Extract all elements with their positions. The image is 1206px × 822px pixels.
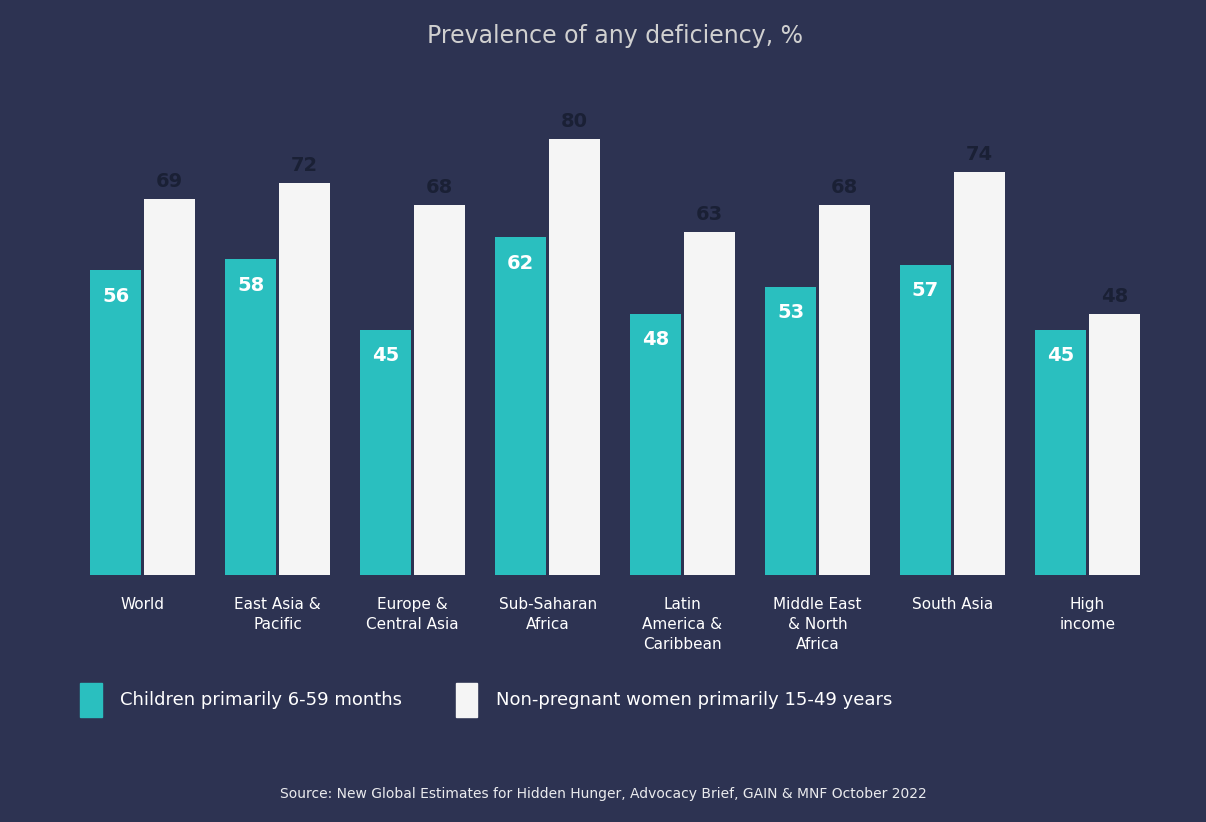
Text: 48: 48: [642, 330, 669, 349]
Legend: Children primarily 6-59 months, Non-pregnant women primarily 15-49 years: Children primarily 6-59 months, Non-preg…: [80, 683, 892, 717]
Bar: [900, 265, 952, 575]
Text: 69: 69: [156, 172, 183, 192]
Text: Source: New Global Estimates for Hidden Hunger, Advocacy Brief, GAIN & MNF Octob: Source: New Global Estimates for Hidden …: [280, 787, 926, 801]
Bar: [954, 172, 1005, 575]
Bar: [226, 259, 276, 575]
Text: 53: 53: [777, 302, 804, 322]
Text: 45: 45: [1047, 347, 1075, 366]
Bar: [549, 140, 601, 575]
Text: 45: 45: [371, 347, 399, 366]
Bar: [144, 200, 195, 575]
Text: 72: 72: [291, 156, 318, 175]
Bar: [414, 205, 466, 575]
Text: 68: 68: [831, 178, 859, 196]
Bar: [630, 314, 681, 575]
Bar: [90, 270, 141, 575]
Bar: [1089, 314, 1140, 575]
Bar: [279, 183, 330, 575]
Text: 62: 62: [507, 254, 534, 273]
Text: 57: 57: [912, 281, 939, 300]
Bar: [1035, 330, 1087, 575]
Text: 48: 48: [1101, 287, 1128, 306]
Text: 74: 74: [966, 145, 993, 164]
Bar: [684, 232, 736, 575]
Bar: [819, 205, 870, 575]
Text: 80: 80: [561, 113, 589, 132]
Text: 63: 63: [696, 205, 724, 224]
Bar: [359, 330, 411, 575]
Text: 68: 68: [426, 178, 453, 196]
Bar: [494, 238, 546, 575]
Text: 58: 58: [238, 275, 264, 294]
Bar: [765, 287, 816, 575]
Title: Prevalence of any deficiency, %: Prevalence of any deficiency, %: [427, 25, 803, 48]
Text: 56: 56: [103, 287, 129, 306]
